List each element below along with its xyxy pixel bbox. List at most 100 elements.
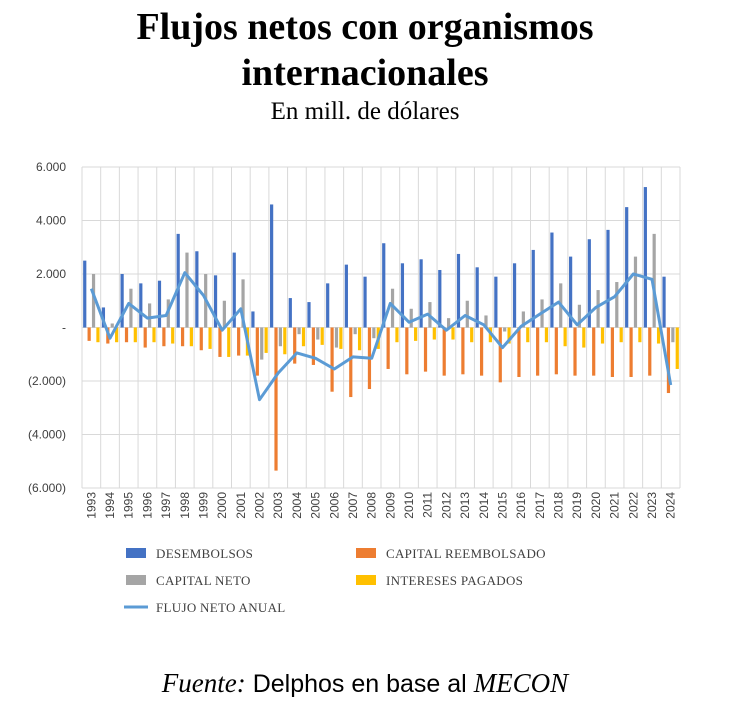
bar-intereses-pagados-2024 [675,327,679,369]
bar-capital-reembolsado-1995 [124,327,129,343]
x-tick-label-2011: 2011 [421,492,435,518]
legend-label: FLUJO NETO ANUAL [156,600,286,615]
bar-capital-reembolsado-2018 [554,327,558,375]
bar-intereses-pagados-1993 [96,327,100,343]
bar-desembolsos-2003 [270,204,274,328]
x-tick-label-2000: 2000 [215,492,229,519]
x-tick-label-2015: 2015 [495,492,509,519]
bar-desembolsos-2004 [288,298,292,328]
source-note: Fuente: Delphos en base al MECON [0,668,730,699]
bar-desembolsos-1996 [139,283,143,328]
bar-capital-neto-2013 [465,300,469,328]
bar-capital-reembolsado-2000 [218,327,222,357]
bars-group [83,187,679,471]
bar-intereses-pagados-1998 [189,327,193,347]
y-tick-label: (4.000) [28,428,66,442]
bar-intereses-pagados-2011 [432,327,436,340]
y-tick-label: 2.000 [36,267,66,281]
bar-capital-reembolsado-2023 [648,327,652,376]
bar-capital-reembolsado-2014 [479,327,484,376]
bar-capital-neto-2023 [652,233,656,328]
bar-desembolsos-2021 [606,229,610,328]
line-flujo-neto-anual [89,271,673,402]
legend-swatch [356,575,376,585]
bar-capital-neto-2015 [503,327,507,332]
bar-intereses-pagados-1996 [152,327,156,343]
bar-desembolsos-2010 [400,263,405,328]
bar-capital-reembolsado-2004 [293,327,297,364]
bar-capital-neto-2001 [241,279,245,328]
y-tick-label: (6.000) [28,481,66,495]
bar-capital-neto-2022 [633,256,638,328]
bar-desembolsos-2020 [587,239,591,328]
bar-capital-neto-2007 [353,327,357,335]
chart-subtitle: En mill. de dólares [270,98,460,125]
bar-desembolsos-2009 [382,243,386,328]
bar-desembolsos-2016 [512,263,517,328]
x-tick-label-2021: 2021 [608,492,622,519]
bar-intereses-pagados-2021 [619,327,623,343]
bar-capital-reembolsado-1996 [143,327,147,348]
legend-swatch [126,548,146,558]
y-tick-label: - [62,321,66,335]
bar-capital-neto-2006 [334,327,339,348]
bar-intereses-pagados-2012 [451,327,455,340]
bar-desembolsos-2018 [550,232,554,328]
bar-capital-reembolsado-2013 [461,327,465,375]
bar-capital-reembolsado-2016 [517,327,521,377]
x-tick-label-1998: 1998 [178,492,192,519]
x-tick-label-2018: 2018 [552,492,566,519]
bar-capital-neto-2024 [671,327,675,343]
bar-capital-reembolsado-2021 [610,327,614,377]
bar-capital-neto-2012 [447,318,451,328]
y-tick-label: 6.000 [36,160,66,174]
bar-capital-neto-2020 [596,290,600,328]
x-tick-label-1995: 1995 [122,492,136,519]
bar-desembolsos-2002 [251,311,255,328]
legend-label: INTERESES PAGADOS [386,573,523,588]
bar-capital-neto-2009 [390,288,395,328]
bar-capital-neto-2008 [372,327,376,339]
source-middle: Delphos en base al [245,670,474,698]
gridlines [81,166,681,489]
bar-capital-reembolsado-2007 [349,327,353,398]
bar-capital-reembolsado-2003 [274,327,278,471]
x-tick-label-2016: 2016 [514,492,528,519]
bar-desembolsos-2006 [326,283,330,328]
bar-desembolsos-2007 [344,264,348,328]
bar-intereses-pagados-2015 [507,327,511,344]
x-tick-label-2003: 2003 [271,492,285,519]
bar-capital-neto-1994 [110,323,114,328]
x-tick-label-1996: 1996 [140,492,154,519]
bar-intereses-pagados-2009 [395,327,399,343]
bar-capital-reembolsado-1999 [199,327,203,351]
bar-intereses-pagados-2017 [544,327,549,343]
x-tick-label-1999: 1999 [196,492,210,519]
x-tick-label-2017: 2017 [533,492,547,519]
x-tick-label-2007: 2007 [346,492,360,519]
x-tick-label-2023: 2023 [645,492,659,519]
bar-capital-reembolsado-2024 [666,327,671,394]
bar-desembolsos-1997 [157,280,162,328]
bar-capital-reembolsado-2020 [592,327,596,376]
bar-capital-neto-1998 [185,252,189,328]
bar-intereses-pagados-2016 [526,327,530,343]
source-prefix: Fuente: [161,668,246,698]
bar-desembolsos-2001 [232,252,236,328]
bar-intereses-pagados-2023 [656,327,661,344]
bar-intereses-pagados-2005 [320,327,324,345]
bar-intereses-pagados-2010 [414,327,418,341]
bar-capital-neto-2002 [260,327,264,360]
x-tick-label-1997: 1997 [159,492,173,519]
x-tick-label-2012: 2012 [439,492,453,519]
bar-capital-neto-2003 [278,327,283,347]
bar-desembolsos-2005 [307,302,311,328]
bar-desembolsos-2012 [438,269,442,328]
bar-capital-neto-2010 [409,308,413,328]
bar-capital-reembolsado-2022 [629,327,633,377]
bar-capital-neto-2019 [577,304,582,328]
bar-capital-neto-1995 [129,288,133,328]
bar-desembolsos-2017 [531,249,535,328]
bar-desembolsos-2019 [569,256,573,328]
bar-capital-neto-2014 [484,315,488,328]
